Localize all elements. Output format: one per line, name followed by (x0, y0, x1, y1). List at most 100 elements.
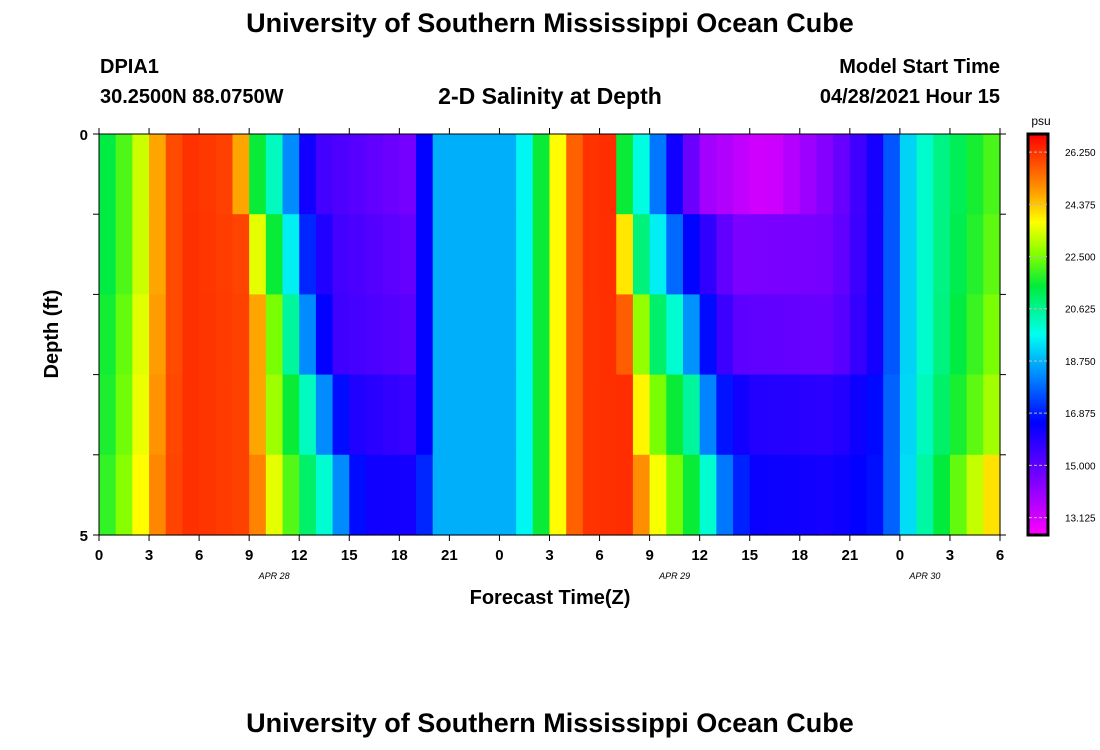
heatmap-cell (432, 214, 450, 295)
heatmap-cell (899, 454, 918, 536)
model-start-time: 04/28/2021 Hour 15 (819, 86, 1000, 108)
heatmap-cell (949, 294, 968, 376)
x-tick-label: 6 (595, 547, 603, 564)
heatmap-cell (149, 294, 167, 376)
heatmap-cell (249, 454, 267, 536)
heatmap-cell (365, 134, 384, 215)
heatmap-cell (966, 294, 984, 376)
heatmap-cell (315, 214, 334, 295)
heatmap-cell (315, 134, 334, 215)
heatmap-cell (899, 374, 918, 456)
heatmap-cell (182, 214, 200, 295)
x-axis-tick-labels: 0 3 6 9 12 15 18 21 0 3 6 9 12 15 18 21 0 3 6 (95, 547, 1004, 564)
station-id: DPIA1 (100, 56, 159, 78)
colorbar-tick-label: 18.750 (1065, 357, 1096, 368)
heatmap-cell (382, 214, 400, 295)
heatmap-cell (883, 454, 901, 536)
heatmap-cell (649, 134, 667, 215)
heatmap-cell (749, 294, 768, 376)
heatmap-cell (849, 374, 868, 456)
heatmap-cell (482, 454, 501, 536)
x-tick-label: 18 (391, 547, 408, 564)
heatmap-cell (949, 374, 968, 456)
heatmap-cell (849, 294, 868, 376)
colorbar-tick-label: 26.250 (1065, 148, 1096, 159)
heatmap-cell (666, 374, 684, 456)
heatmap-cell (332, 294, 350, 376)
heatmap-cell (616, 214, 634, 295)
heatmap-cell (382, 134, 400, 215)
heatmap-cell (499, 214, 517, 295)
heatmap-cell (682, 134, 701, 215)
x-tick-label: 12 (691, 547, 708, 564)
heatmap-cell (215, 294, 234, 376)
heatmap-cell (249, 374, 267, 456)
heatmap-cell (616, 454, 634, 536)
heatmap-cell (265, 454, 284, 536)
heatmap-cell (149, 134, 167, 215)
x-tick-label: 3 (145, 547, 153, 564)
heatmap-cell (149, 454, 167, 536)
heatmap-cell (499, 454, 517, 536)
heatmap-cell (232, 134, 250, 215)
heatmap-cell (866, 134, 884, 215)
heatmap-cell (916, 454, 934, 536)
heatmap-cell (516, 294, 534, 376)
heatmap-cell (816, 454, 834, 536)
heatmap-cell (399, 294, 417, 376)
heatmap-cell (933, 294, 951, 376)
heatmap-cell (332, 134, 350, 215)
heatmap-cell (549, 214, 567, 295)
heatmap-cell (682, 294, 701, 376)
heatmap-cell (282, 454, 300, 536)
heatmap-cell (599, 134, 617, 215)
heatmap-cell (365, 294, 384, 376)
heatmap-cell (349, 294, 367, 376)
heatmap-cell (466, 214, 484, 295)
heatmap-cell (566, 374, 584, 456)
x-axis-ticks (98, 128, 1001, 541)
heatmap-cell (132, 374, 150, 456)
y-tick-label: 5 (80, 528, 88, 545)
heatmap-cell (416, 134, 434, 215)
heatmap-cell (432, 134, 450, 215)
heatmap-cell (582, 134, 601, 215)
heatmap-cell (682, 454, 701, 536)
heatmap-cell (449, 454, 467, 536)
heatmap-cell (983, 134, 1001, 215)
heatmap-cell (199, 134, 217, 215)
heatmap-cell (132, 454, 150, 536)
heatmap-cell (916, 134, 934, 215)
heatmap-cell (899, 214, 918, 295)
heatmap-cell (566, 134, 584, 215)
heatmap-cell (983, 374, 1001, 456)
heatmap-cell (799, 374, 818, 456)
heatmap-cell (315, 294, 334, 376)
heatmap-cell (432, 294, 450, 376)
heatmap-cell (549, 454, 567, 536)
heatmap-cell (699, 454, 717, 536)
heatmap-cell (749, 134, 768, 215)
heatmap-cell (299, 374, 317, 456)
heatmap-cell (582, 294, 601, 376)
y-axis-label: Depth (ft) (41, 290, 63, 379)
heatmap-cell (449, 214, 467, 295)
heatmap-cell (599, 214, 617, 295)
heatmap-cell (849, 134, 868, 215)
x-tick-label: 6 (195, 547, 203, 564)
heatmap-cell (149, 214, 167, 295)
heatmap-cell (599, 454, 617, 536)
heatmap-cell (416, 374, 434, 456)
colorbar (1026, 132, 1050, 537)
heatmap-cell (499, 374, 517, 456)
heatmap-cell (799, 454, 818, 536)
colorbar-tick-label: 20.625 (1065, 305, 1096, 316)
heatmap-cell (449, 294, 467, 376)
heatmap-cell (449, 134, 467, 215)
heatmap-cell (649, 454, 667, 536)
heatmap-cell (699, 134, 717, 215)
heatmap-cell (282, 374, 300, 456)
x-tick-label: 12 (291, 547, 308, 564)
heatmap-cell (416, 454, 434, 536)
